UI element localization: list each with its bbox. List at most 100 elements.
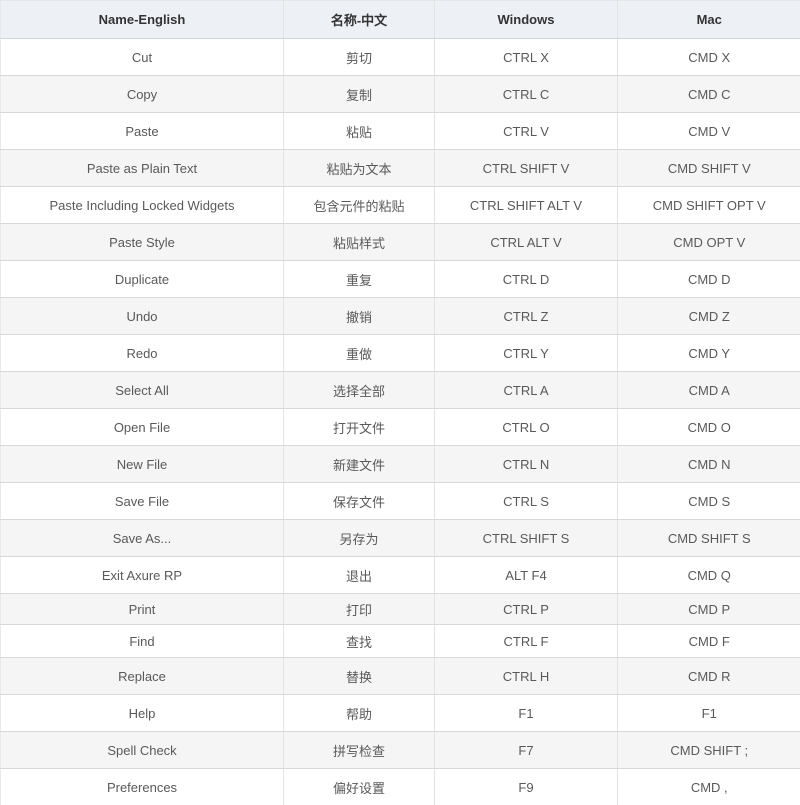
table-row: Paste 粘贴 CTRL V CMD V bbox=[0, 112, 800, 150]
table-row: Paste as Plain Text 粘贴为文本 CTRL SHIFT V CMD … bbox=[0, 149, 800, 187]
cell-windows: CTRL H bbox=[434, 657, 618, 695]
table-row: Spell Check 拼写检查 F7 CMD SHIFT ; bbox=[0, 731, 800, 769]
cell-name-english: Replace bbox=[0, 657, 284, 695]
cell-mac: CMD C bbox=[617, 75, 800, 113]
header-row: Name-English 名称-中文 Windows Mac bbox=[0, 0, 800, 39]
table-row: Preferences 偏好设置 F9 CMD , bbox=[0, 768, 800, 805]
cell-name-english: Redo bbox=[0, 334, 284, 372]
cell-windows: F7 bbox=[434, 731, 618, 769]
table-row: Redo 重做 CTRL Y CMD Y bbox=[0, 334, 800, 372]
cell-windows: CTRL X bbox=[434, 38, 618, 76]
cell-windows: CTRL O bbox=[434, 408, 618, 446]
table-row: Replace 替换 CTRL H CMD R bbox=[0, 657, 800, 695]
cell-windows: CTRL S bbox=[434, 482, 618, 520]
cell-name-chinese: 偏好设置 bbox=[283, 768, 435, 805]
cell-mac: CMD , bbox=[617, 768, 800, 805]
cell-name-english: Undo bbox=[0, 297, 284, 335]
cell-mac: CMD N bbox=[617, 445, 800, 483]
table-row: Paste Including Locked Widgets 包含元件的粘贴 CTR… bbox=[0, 186, 800, 224]
cell-windows: CTRL Z bbox=[434, 297, 618, 335]
table-row: Undo 撤销 CTRL Z CMD Z bbox=[0, 297, 800, 335]
cell-name-chinese: 剪切 bbox=[283, 38, 435, 76]
cell-mac: CMD X bbox=[617, 38, 800, 76]
cell-windows: CTRL A bbox=[434, 371, 618, 409]
cell-name-english: Print bbox=[0, 593, 284, 625]
column-header-mac: Mac bbox=[617, 0, 800, 39]
cell-name-english: Help bbox=[0, 694, 284, 732]
cell-name-chinese: 退出 bbox=[283, 556, 435, 594]
column-header-name-chinese: 名称-中文 bbox=[283, 0, 435, 39]
cell-mac: CMD A bbox=[617, 371, 800, 409]
cell-name-english: Paste Style bbox=[0, 223, 284, 261]
cell-name-chinese: 保存文件 bbox=[283, 482, 435, 520]
cell-windows: CTRL C bbox=[434, 75, 618, 113]
cell-name-english: Copy bbox=[0, 75, 284, 113]
cell-name-english: Paste Including Locked Widgets bbox=[0, 186, 284, 224]
cell-mac: CMD SHIFT OPT V bbox=[617, 186, 800, 224]
column-header-name-english: Name-English bbox=[0, 0, 284, 39]
cell-windows: CTRL SHIFT V bbox=[434, 149, 618, 187]
cell-name-chinese: 查找 bbox=[283, 624, 435, 658]
cell-mac: CMD Q bbox=[617, 556, 800, 594]
cell-mac: CMD SHIFT ; bbox=[617, 731, 800, 769]
cell-name-english: Duplicate bbox=[0, 260, 284, 298]
cell-name-chinese: 包含元件的粘贴 bbox=[283, 186, 435, 224]
cell-mac: CMD Y bbox=[617, 334, 800, 372]
cell-name-chinese: 打印 bbox=[283, 593, 435, 625]
table-row: Duplicate 重复 CTRL D CMD D bbox=[0, 260, 800, 298]
table-row: Exit Axure RP 退出 ALT F4 CMD Q bbox=[0, 556, 800, 594]
cell-name-chinese: 粘贴样式 bbox=[283, 223, 435, 261]
cell-name-english: Select All bbox=[0, 371, 284, 409]
cell-windows: CTRL P bbox=[434, 593, 618, 625]
cell-mac: CMD S bbox=[617, 482, 800, 520]
table-row: Save File 保存文件 CTRL S CMD S bbox=[0, 482, 800, 520]
cell-mac: CMD SHIFT V bbox=[617, 149, 800, 187]
cell-name-chinese: 粘贴为文本 bbox=[283, 149, 435, 187]
cell-windows: CTRL N bbox=[434, 445, 618, 483]
cell-mac: CMD OPT V bbox=[617, 223, 800, 261]
cell-name-chinese: 重做 bbox=[283, 334, 435, 372]
cell-name-chinese: 选择全部 bbox=[283, 371, 435, 409]
cell-name-english: Find bbox=[0, 624, 284, 658]
table-body: Cut 剪切 CTRL X CMD X Copy 复制 CTRL C CMD C Paste 粘贴… bbox=[0, 38, 800, 805]
table-row: Print 打印 CTRL P CMD P bbox=[0, 593, 800, 625]
cell-name-chinese: 复制 bbox=[283, 75, 435, 113]
table-row: Save As... 另存为 CTRL SHIFT S CMD SHIFT S bbox=[0, 519, 800, 557]
cell-windows: CTRL Y bbox=[434, 334, 618, 372]
cell-name-english: Save As... bbox=[0, 519, 284, 557]
table-row: Copy 复制 CTRL C CMD C bbox=[0, 75, 800, 113]
table-row: New File 新建文件 CTRL N CMD N bbox=[0, 445, 800, 483]
table-row: Find 查找 CTRL F CMD F bbox=[0, 624, 800, 658]
cell-name-chinese: 帮助 bbox=[283, 694, 435, 732]
cell-windows: CTRL ALT V bbox=[434, 223, 618, 261]
cell-windows: ALT F4 bbox=[434, 556, 618, 594]
cell-windows: CTRL SHIFT S bbox=[434, 519, 618, 557]
cell-windows: F9 bbox=[434, 768, 618, 805]
cell-mac: CMD O bbox=[617, 408, 800, 446]
cell-name-english: New File bbox=[0, 445, 284, 483]
table-row: Select All 选择全部 CTRL A CMD A bbox=[0, 371, 800, 409]
cell-name-chinese: 打开文件 bbox=[283, 408, 435, 446]
cell-mac: CMD P bbox=[617, 593, 800, 625]
cell-name-english: Save File bbox=[0, 482, 284, 520]
table-row: Cut 剪切 CTRL X CMD X bbox=[0, 38, 800, 76]
cell-name-english: Open File bbox=[0, 408, 284, 446]
cell-mac: CMD V bbox=[617, 112, 800, 150]
cell-name-english: Paste bbox=[0, 112, 284, 150]
cell-name-english: Paste as Plain Text bbox=[0, 149, 284, 187]
table-row: Help 帮助 F1 F1 bbox=[0, 694, 800, 732]
cell-name-english: Cut bbox=[0, 38, 284, 76]
cell-mac: CMD F bbox=[617, 624, 800, 658]
cell-name-chinese: 新建文件 bbox=[283, 445, 435, 483]
cell-name-chinese: 撤销 bbox=[283, 297, 435, 335]
table-header: Name-English 名称-中文 Windows Mac bbox=[0, 0, 800, 39]
table-row: Open File 打开文件 CTRL O CMD O bbox=[0, 408, 800, 446]
cell-mac: F1 bbox=[617, 694, 800, 732]
cell-windows: F1 bbox=[434, 694, 618, 732]
cell-mac: CMD D bbox=[617, 260, 800, 298]
cell-windows: CTRL D bbox=[434, 260, 618, 298]
cell-name-chinese: 另存为 bbox=[283, 519, 435, 557]
cell-name-english: Spell Check bbox=[0, 731, 284, 769]
cell-mac: CMD SHIFT S bbox=[617, 519, 800, 557]
